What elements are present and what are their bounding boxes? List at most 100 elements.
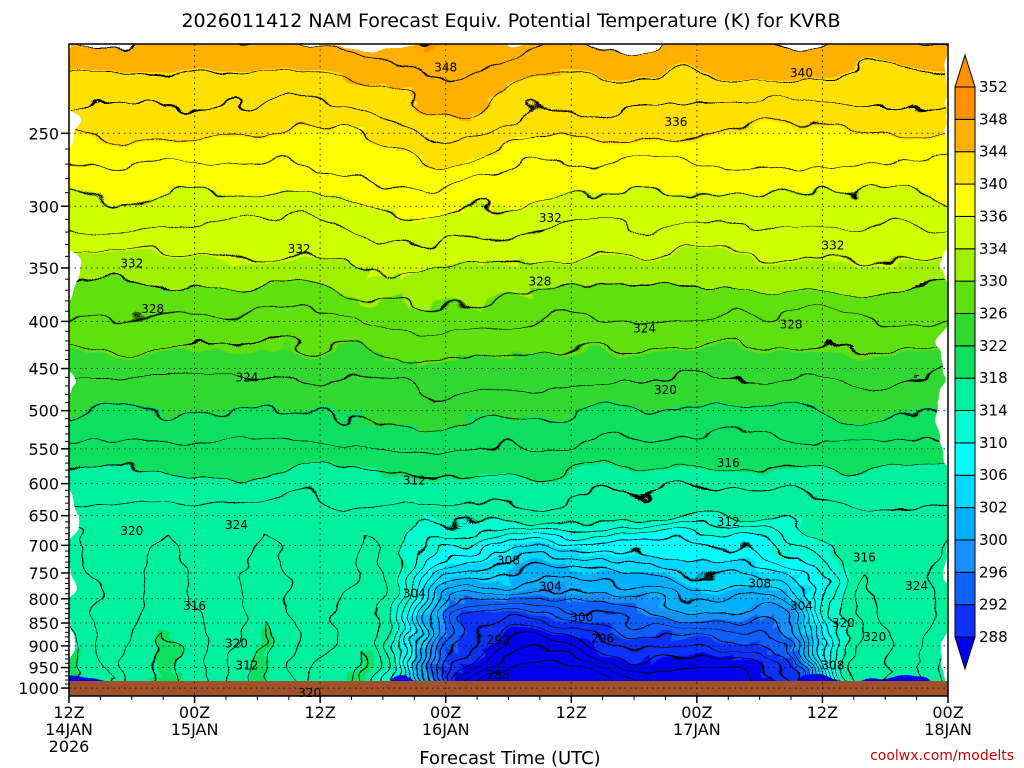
field-cell (686, 388, 698, 399)
field-cell (267, 44, 280, 55)
field-cell (456, 565, 468, 576)
field-cell (163, 612, 175, 623)
field-cell (780, 407, 792, 418)
field-cell (351, 286, 363, 297)
field-cell (152, 155, 164, 166)
field-cell (69, 612, 81, 623)
field-cell (780, 220, 792, 232)
field-cell (801, 71, 813, 83)
field-cell (299, 44, 311, 55)
field-cell (267, 453, 280, 464)
field-cell (634, 137, 646, 148)
field-cell (121, 165, 133, 176)
field-cell (351, 584, 363, 595)
field-cell (738, 323, 750, 334)
field-cell (498, 444, 510, 455)
field-cell (173, 81, 185, 92)
field-cell (466, 314, 478, 325)
field-cell (634, 323, 646, 334)
field-cell (393, 248, 405, 260)
field-cell (236, 276, 248, 287)
field-cell (665, 258, 677, 269)
field-cell (498, 118, 510, 129)
field-cell (225, 137, 238, 148)
field-cell (372, 71, 384, 83)
field-cell (215, 286, 227, 297)
field-cell (362, 109, 374, 120)
field-cell (403, 220, 416, 232)
field-cell (341, 53, 353, 64)
field-cell (581, 230, 594, 241)
field-cell (372, 267, 384, 278)
field-cell (362, 90, 374, 101)
field-cell (435, 630, 447, 641)
field-cell (508, 127, 520, 138)
field-cell (184, 155, 196, 166)
field-cell (351, 165, 363, 176)
field-cell (696, 379, 709, 390)
field-cell (278, 574, 290, 586)
field-cell (466, 425, 478, 436)
field-cell (560, 435, 573, 446)
field-cell (194, 370, 206, 381)
field-cell (539, 584, 552, 595)
field-cell (69, 435, 81, 446)
field-cell (236, 295, 248, 306)
field-cell (382, 109, 395, 120)
field-cell (801, 155, 813, 166)
field-cell (456, 81, 468, 92)
field-cell (69, 407, 81, 418)
field-cell (278, 71, 290, 83)
field-cell (644, 640, 656, 651)
field-cell (194, 304, 206, 315)
field-cell (686, 574, 698, 586)
field-cell (152, 425, 164, 436)
field-cell (498, 304, 510, 315)
field-cell (592, 425, 604, 436)
field-cell (194, 332, 206, 343)
field-cell (801, 220, 813, 232)
field-cell (236, 556, 248, 567)
field-cell (529, 137, 541, 148)
field-cell (508, 481, 520, 492)
field-cell (634, 668, 646, 679)
field-cell (728, 472, 740, 483)
field-cell (539, 44, 552, 55)
field-cell (801, 491, 813, 502)
field-cell (152, 463, 164, 474)
field-cell (738, 146, 750, 157)
field-cell (717, 565, 730, 576)
field-cell (634, 193, 646, 204)
field-cell (403, 584, 416, 595)
field-cell (655, 416, 667, 427)
field-cell (634, 435, 646, 446)
field-cell (69, 481, 81, 492)
field-cell (225, 118, 238, 129)
field-cell (759, 407, 771, 418)
field-cell (320, 71, 332, 83)
field-cell (299, 509, 311, 520)
field-cell (728, 174, 740, 185)
field-cell (560, 472, 573, 483)
field-cell (686, 519, 698, 530)
field-cell (571, 332, 583, 343)
field-cell (288, 491, 301, 502)
field-cell (246, 621, 259, 632)
field-cell (288, 546, 301, 558)
field-cell (560, 155, 573, 166)
field-cell (184, 323, 196, 334)
field-cell (372, 99, 384, 110)
field-cell (634, 146, 646, 157)
field-cell (801, 146, 813, 157)
field-cell (675, 379, 688, 390)
field-cell (613, 463, 625, 474)
field-cell (592, 304, 604, 315)
field-cell (613, 528, 625, 539)
field-cell (267, 118, 280, 129)
field-cell (560, 202, 573, 213)
field-cell (518, 425, 531, 436)
field-cell (675, 118, 688, 129)
field-cell (613, 668, 625, 679)
field-cell (539, 230, 552, 241)
field-cell (142, 388, 154, 399)
